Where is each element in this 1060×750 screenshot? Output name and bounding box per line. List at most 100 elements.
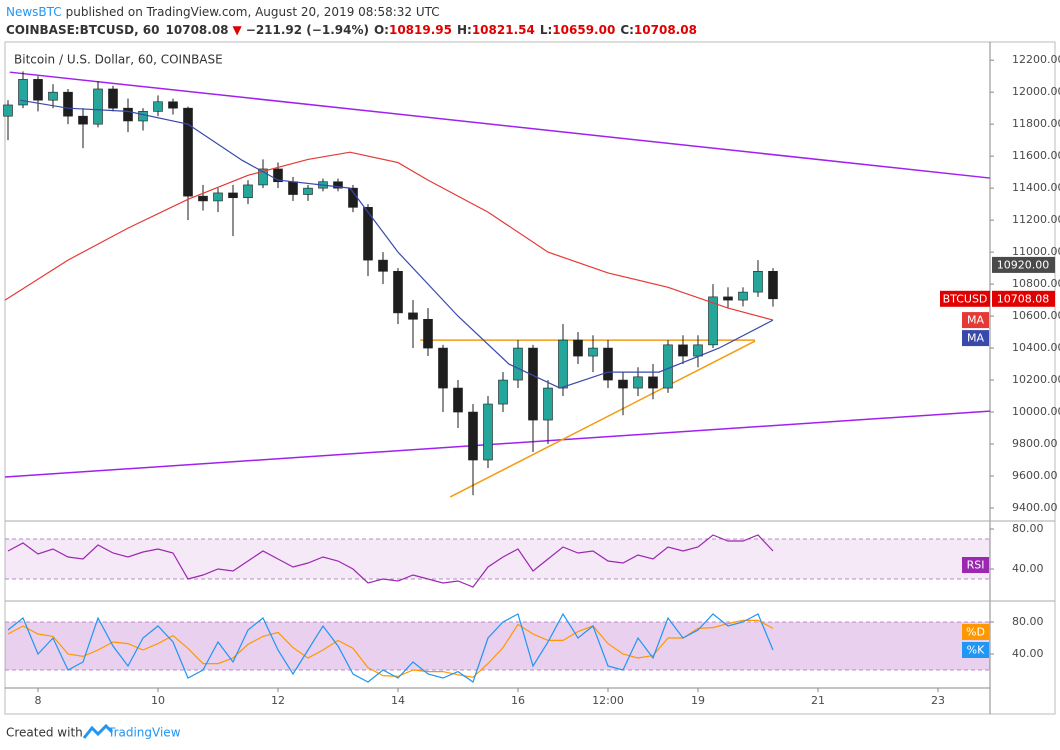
y-tick-label: 9600.00 [1012,469,1058,482]
x-tick-label: 12 [271,694,285,707]
candle-body [768,271,778,300]
trendline [449,340,756,498]
y-tick-label: 80.00 [1012,522,1044,535]
band [5,539,990,579]
y-tick-label: 9400.00 [1012,501,1058,514]
y-tick-label: 10400.00 [1012,341,1060,354]
y-tick-label: 40.00 [1012,562,1044,575]
y-tick-label: 80.00 [1012,615,1044,628]
series-line [4,151,774,321]
candle-body [513,347,523,381]
ohlc-label: H: [457,23,472,37]
candle-body [408,312,418,320]
candle-body [63,91,73,117]
candle-body [48,91,58,101]
trendline [9,71,991,179]
candle-body [273,168,283,183]
candle-body [378,259,388,272]
candle-body [708,296,718,346]
x-tick-label: 8 [34,694,41,707]
series-tag-label: %D [966,626,985,639]
footer-text: Created with [6,726,83,740]
price-label [992,290,1055,307]
candle-body [468,411,478,461]
price-label-text: 10920.00 [997,258,1050,271]
y-tick-label: 9800.00 [1012,437,1058,450]
candle-body [618,379,628,389]
ohlc-value: 10819.95 [389,23,452,37]
series-tag [962,330,989,347]
candle-body [633,376,643,389]
candle-body [108,88,118,109]
candle-body [438,347,448,389]
candle-body [588,347,598,357]
y-tick-label: 12200.00 [1012,53,1060,66]
candle-body [183,107,193,197]
candle-body [348,187,358,208]
candle-body [78,115,88,125]
y-tick-label: 10200.00 [1012,373,1060,386]
y-tick-label: 11400.00 [1012,181,1060,194]
y-tick-label: 40.00 [1012,647,1044,660]
trendline [4,410,991,478]
series-tag [962,624,989,640]
footer-brand: TradingView [107,726,181,740]
candle-body [333,181,343,189]
candle-body [18,79,28,106]
candle-body [738,291,748,301]
series-tag-label: MA [967,332,984,345]
candle-body [663,344,673,389]
candle-body [258,168,268,186]
ohlc-value: 10708.08 [634,23,697,37]
candle-body [288,181,298,195]
x-tick-label: 23 [931,694,945,707]
candle-body [33,79,43,101]
x-tick-label: 12:00 [592,694,624,707]
y-tick-label: 10800.00 [1012,277,1060,290]
candle-body [3,104,13,117]
symbol-line: COINBASE:BTCUSD, 60 10708.08 ▼ −211.92 (−1.… [6,23,697,37]
candle-body [558,339,568,389]
series-tag [962,642,989,658]
series-line [19,99,774,389]
y-tick-label: 10600.00 [1012,309,1060,322]
price-label-text: 10708.08 [997,292,1050,305]
ohlc-label: O: [374,23,389,37]
frame [4,41,1056,715]
series-tag [962,312,989,329]
candle-body [753,271,763,293]
series-tag [962,557,989,573]
series-tag-label: MA [967,314,984,327]
header-line: NewsBTC published on TradingView.com, Aug… [6,5,440,19]
x-tick-label: 16 [511,694,525,707]
band [5,622,990,670]
candle-body [243,184,253,199]
price-label [992,256,1055,273]
candle-body [213,192,223,202]
candle-body [543,387,553,421]
x-tick-label: 14 [391,694,405,707]
series-tag-label: %K [967,644,985,657]
candle-body [303,187,313,195]
y-tick-label: 11800.00 [1012,117,1060,130]
candle-body [168,101,178,109]
ohlc-value: 10821.54 [472,23,535,37]
series-line [7,619,774,678]
symbol: COINBASE:BTCUSD, 60 [6,23,160,37]
published: published on TradingView.com, August 20,… [66,5,440,19]
price-label-name [940,290,990,307]
series-line [7,534,774,588]
candle-body [153,101,163,112]
ohlc-value: 10659.00 [552,23,615,37]
x-tick-label: 19 [691,694,705,707]
y-tick-label: 11600.00 [1012,149,1060,162]
candle-body [138,111,148,122]
author: NewsBTC [6,5,62,19]
chart-title: Bitcoin / U.S. Dollar, 60, COINBASE [14,53,223,67]
candle-body [573,339,583,357]
candle-body [498,379,508,405]
candle-body [363,207,373,261]
logo [82,723,114,739]
candle-body [93,88,103,125]
